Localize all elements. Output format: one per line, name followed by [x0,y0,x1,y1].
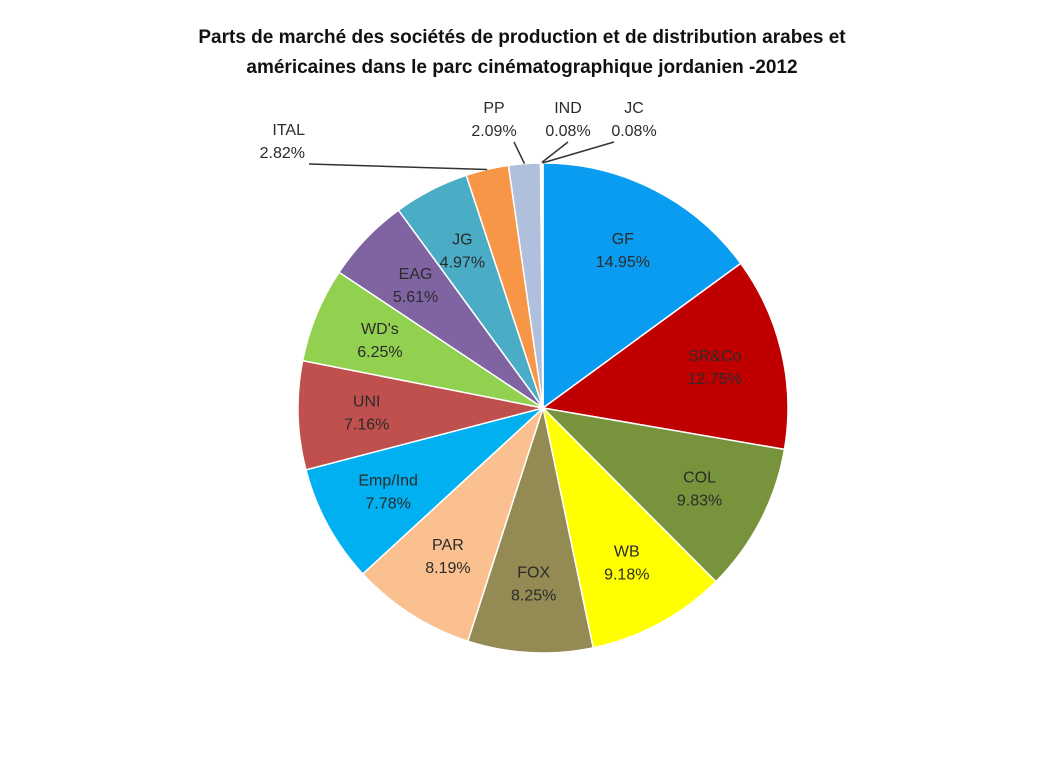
chart-title: américaines dans le parc cinématographiq… [246,57,797,78]
slice-label: PP [483,100,504,117]
slice-label: JC [624,100,644,117]
slice-label: Emp/Ind [358,473,418,490]
slice-label: UNI [353,394,381,411]
slice-value: 6.25% [357,344,402,361]
slice-value: 12.75% [688,371,742,388]
leader-line [542,141,615,164]
leader-line [540,141,569,164]
slice-label: PAR [432,537,464,554]
pie-slice [305,407,544,576]
slice-value: 2.82% [260,145,305,162]
pie-slice [361,405,545,643]
slice-value: 7.78% [365,496,410,513]
pie-slice [541,405,717,649]
slice-value: 0.08% [611,123,656,140]
slice-value: 9.18% [604,566,649,583]
slice-value: 7.16% [344,417,389,434]
slice-value: 4.97% [440,254,485,271]
slice-value: 8.25% [511,587,556,604]
chart-title: Parts de marché des sociétés de producti… [198,27,846,48]
slice-value: 0.08% [545,123,590,140]
slice-label: WB [614,543,640,560]
slice-value: 2.09% [471,123,516,140]
pie-slice [541,262,789,451]
slice-value: 5.61% [393,289,438,306]
slice-label: JG [452,231,472,248]
slice-label: FOX [517,564,550,581]
slice-label: COL [683,469,716,486]
slice-label: EAG [399,266,433,283]
slice-label: WD's [361,321,399,338]
pie-slice [540,406,786,583]
pie-slice [297,359,544,471]
slice-label: ITAL [272,122,305,139]
slice-label: GF [612,231,634,248]
slice-label: SR&Co [688,348,741,365]
slice-label: IND [554,100,582,117]
leader-line [513,141,526,165]
slice-value: 8.19% [425,560,470,577]
slice-value: 9.83% [677,492,722,509]
slice-value: 14.95% [596,254,650,271]
leader-line [308,163,488,171]
pie-slice [542,162,742,410]
pie-slice [466,405,595,654]
